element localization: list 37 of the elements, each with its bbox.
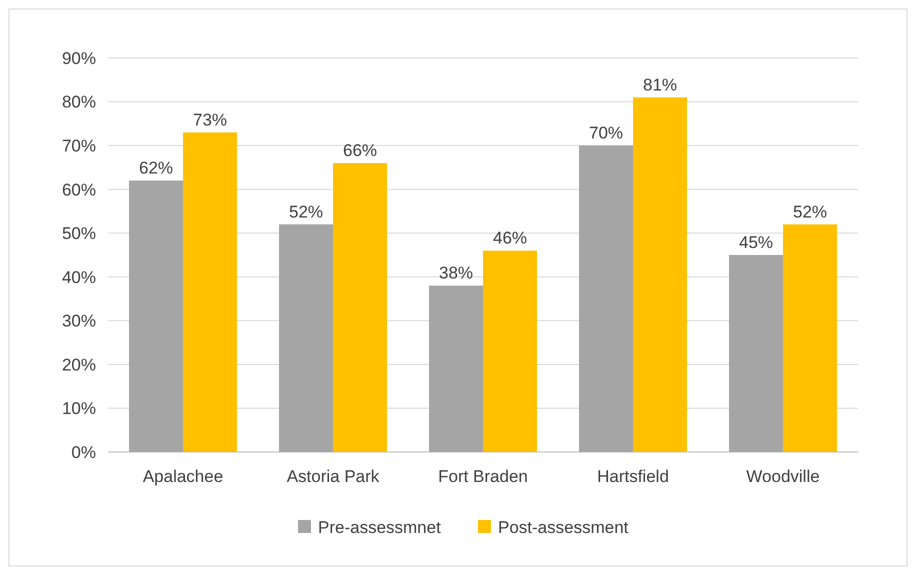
bar (279, 224, 333, 452)
data-label: 73% (192, 110, 228, 130)
y-tick-label: 20% (62, 355, 96, 374)
y-tick-label: 70% (62, 136, 96, 156)
data-label: 66% (342, 141, 378, 160)
y-tick-label: 40% (62, 268, 96, 287)
y-tick-label: 60% (62, 180, 96, 200)
bar (729, 255, 783, 452)
y-tick-label: 10% (62, 399, 96, 418)
y-tick-label: 0% (71, 442, 96, 462)
legend-label: Pre-assessmnet (318, 518, 442, 537)
y-tick-label: 90% (62, 48, 96, 68)
bar (579, 146, 633, 452)
y-tick-label: 50% (62, 224, 96, 244)
data-label: 70% (588, 124, 624, 143)
y-tick-label: 80% (62, 92, 96, 112)
x-tick-label: Hartsfield (597, 467, 669, 486)
x-tick-label: Astoria Park (286, 467, 380, 486)
data-label: 81% (642, 75, 678, 94)
bar (333, 163, 387, 452)
data-label: 38% (438, 264, 474, 283)
data-label: 52% (288, 202, 324, 222)
bar (783, 224, 837, 452)
bar (483, 250, 537, 452)
bar (183, 132, 237, 452)
x-tick-label: Woodville (746, 467, 820, 486)
data-label: 45% (738, 233, 774, 252)
y-tick-label: 30% (62, 312, 96, 331)
data-label: 46% (492, 228, 528, 248)
bar (429, 286, 483, 452)
data-label: 62% (138, 158, 174, 178)
x-tick-label: Apalachee (142, 467, 224, 486)
legend-label: Post-assessment (498, 518, 629, 537)
bar (633, 97, 687, 452)
data-label: 52% (792, 202, 828, 222)
x-tick-label: Fort Braden (438, 467, 528, 486)
bar (129, 180, 183, 452)
